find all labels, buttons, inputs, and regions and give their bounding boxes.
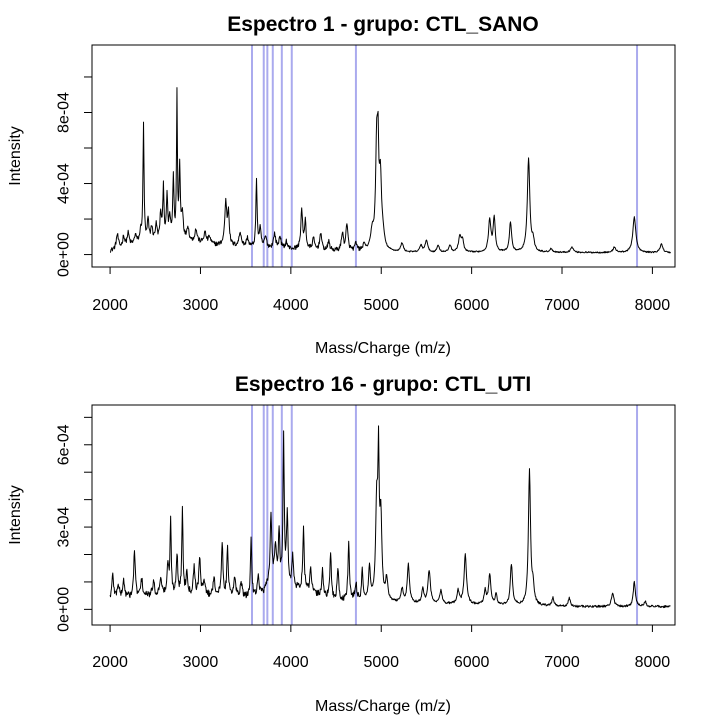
y-tick-label: 3e-04 — [56, 507, 73, 548]
spectrum-series-2 — [109, 425, 671, 609]
x-tick-label: 7000 — [544, 654, 580, 671]
x-tick-label: 2000 — [92, 654, 128, 671]
x-tick-label: 4000 — [273, 654, 309, 671]
chart-title-1: Espectro 1 - grupo: CTL_SANO — [227, 13, 539, 36]
y-tick-label: 8e-04 — [56, 92, 73, 133]
x-tick-label: 3000 — [183, 297, 219, 314]
x-axis-1: 2000 3000 4000 5000 6000 7000 8000 — [92, 267, 670, 314]
marker-lines-2 — [250, 405, 639, 625]
y-tick-label: 0e+00 — [56, 232, 73, 277]
x-tick-label: 5000 — [363, 297, 399, 314]
spectrum-series-1 — [109, 87, 671, 254]
x-tick-label: 7000 — [544, 297, 580, 314]
plot-frame-1 — [91, 44, 676, 268]
y-axis-label-1: Intensity — [7, 126, 24, 186]
x-tick-label: 4000 — [273, 297, 309, 314]
x-tick-label: 8000 — [635, 297, 671, 314]
x-tick-label: 5000 — [363, 654, 399, 671]
y-axis-2: 0e+00 3e-04 6e-04 — [56, 416, 92, 632]
chart-title-2: Espectro 16 - grupo: CTL_UTI — [235, 373, 531, 396]
x-tick-label: 8000 — [635, 654, 671, 671]
x-tick-label: 2000 — [92, 297, 128, 314]
x-axis-label-2: Mass/Charge (m/z) — [315, 698, 451, 715]
x-tick-label: 6000 — [454, 654, 490, 671]
panel-1: Espectro 1 - grupo: CTL_SANO 2000 3000 400… — [7, 13, 676, 357]
y-axis-label-2: Intensity — [7, 485, 24, 545]
y-tick-label: 0e+00 — [56, 587, 73, 632]
panel-2: Espectro 16 - grupo: CTL_UTI 2000 3000 400… — [7, 373, 676, 715]
x-axis-label-1: Mass/Charge (m/z) — [315, 340, 451, 357]
plot-frame-2 — [91, 404, 676, 626]
y-tick-label: 6e-04 — [56, 424, 73, 465]
y-axis-1: 0e+00 4e-04 8e-04 — [56, 76, 92, 277]
x-tick-label: 6000 — [454, 297, 490, 314]
marker-lines-1 — [250, 45, 639, 267]
x-tick-label: 3000 — [183, 654, 219, 671]
x-axis-2: 2000 3000 4000 5000 6000 7000 8000 — [92, 625, 670, 671]
y-tick-label: 4e-04 — [56, 163, 73, 204]
